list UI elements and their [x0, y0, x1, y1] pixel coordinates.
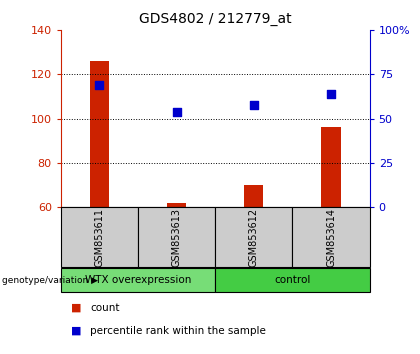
Text: count: count: [90, 303, 120, 313]
Bar: [90, 61, 109, 207]
Bar: [215, 268, 370, 292]
Point: [96, 82, 103, 88]
Text: ■: ■: [71, 303, 82, 313]
Text: control: control: [274, 275, 311, 285]
Bar: [244, 185, 263, 207]
Text: genotype/variation ▶: genotype/variation ▶: [2, 275, 98, 285]
Text: GSM853614: GSM853614: [326, 208, 336, 267]
Text: GSM853613: GSM853613: [172, 208, 182, 267]
Title: GDS4802 / 212779_at: GDS4802 / 212779_at: [139, 12, 291, 26]
Text: WTX overexpression: WTX overexpression: [85, 275, 191, 285]
Bar: [292, 207, 370, 267]
Bar: [321, 127, 341, 207]
Point: [250, 103, 257, 108]
Bar: [167, 202, 186, 207]
Point: [328, 91, 334, 97]
Bar: [61, 207, 138, 267]
Point: [173, 109, 180, 115]
Bar: [138, 207, 215, 267]
Bar: [61, 268, 215, 292]
Text: percentile rank within the sample: percentile rank within the sample: [90, 326, 266, 336]
Text: ■: ■: [71, 326, 82, 336]
Bar: [215, 207, 292, 267]
Text: GSM853611: GSM853611: [94, 208, 105, 267]
Text: GSM853612: GSM853612: [249, 207, 259, 267]
